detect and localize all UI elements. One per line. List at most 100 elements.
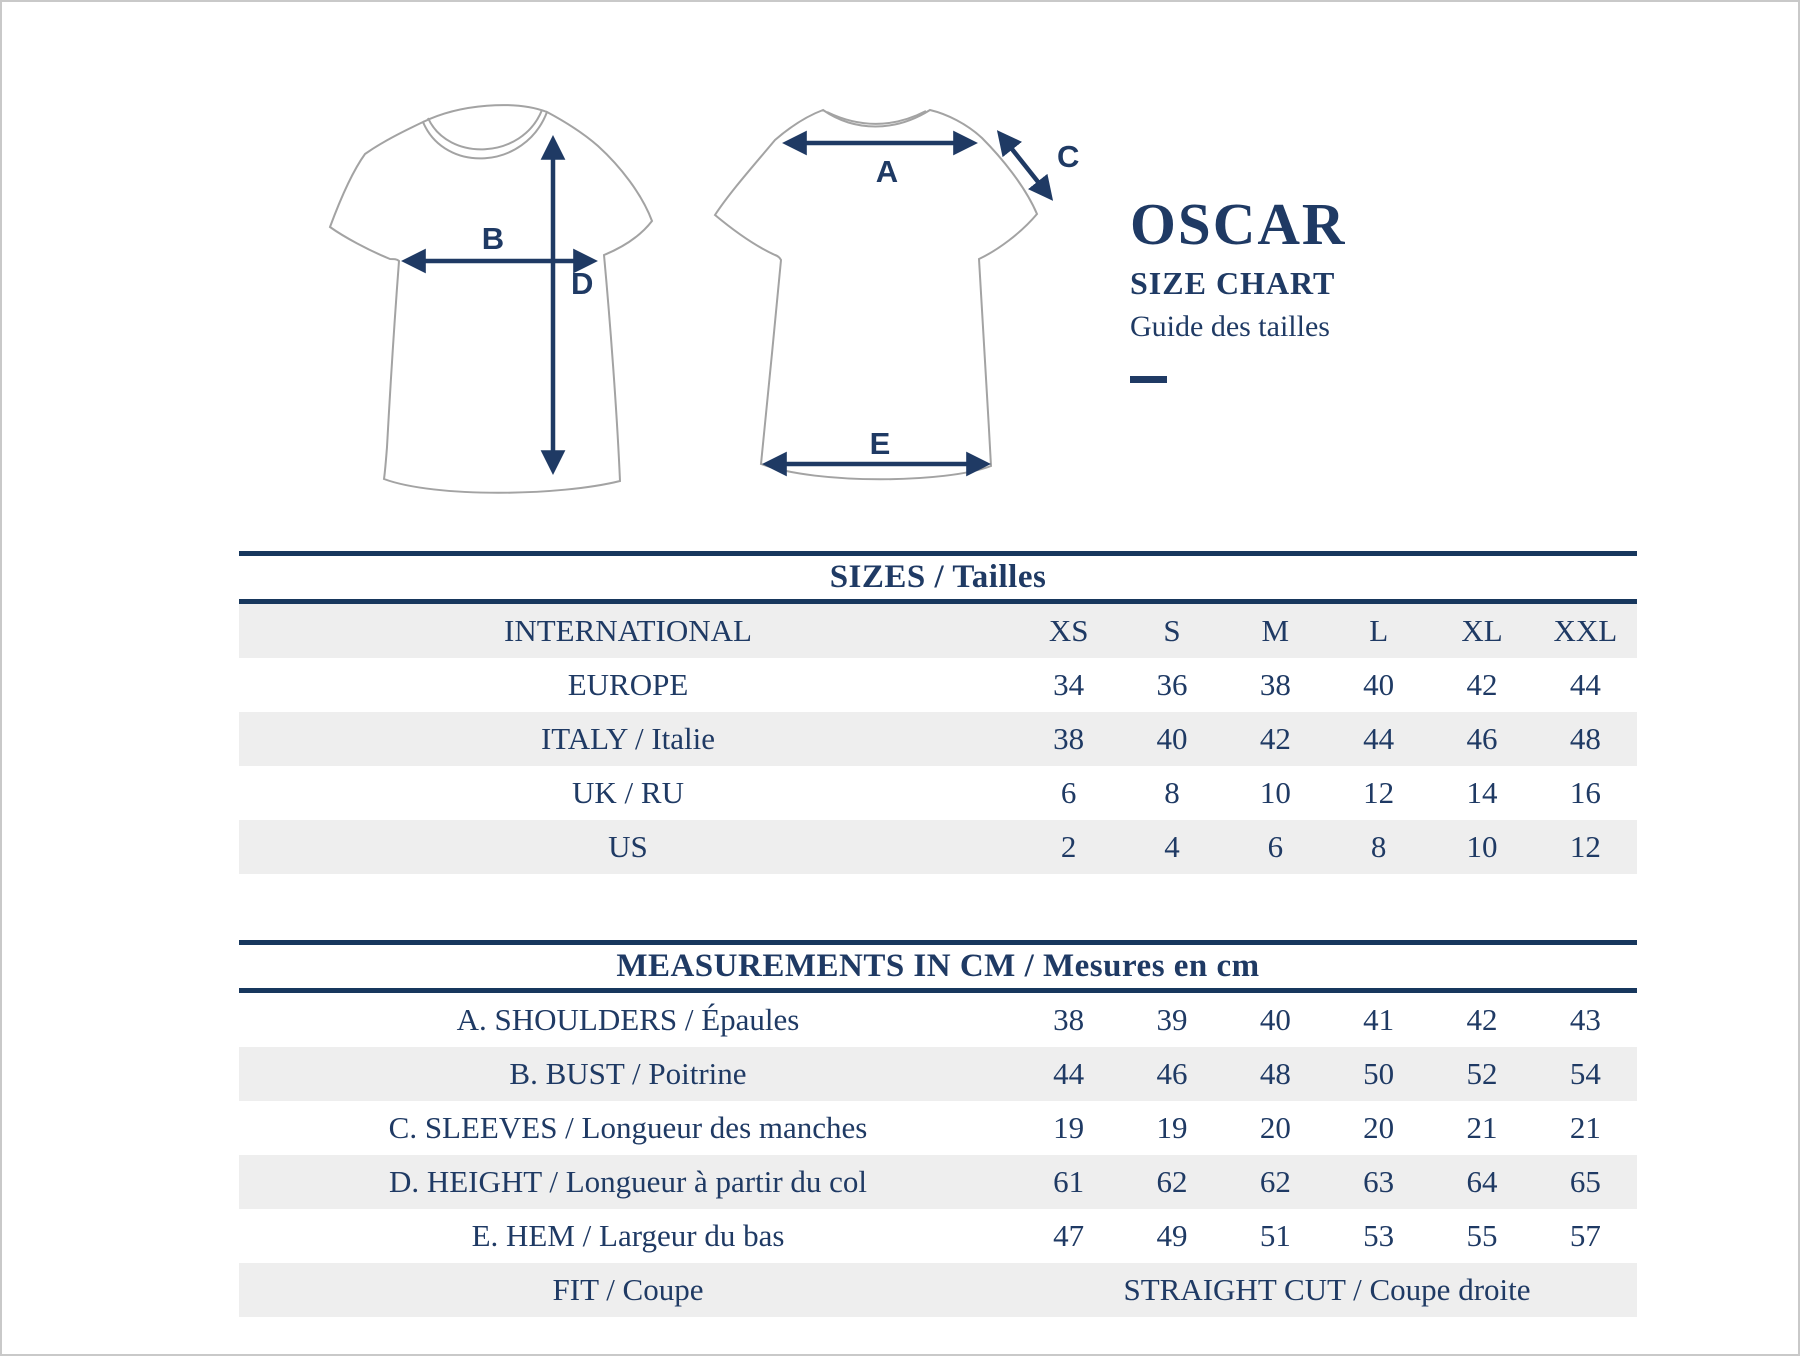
tshirt-front-collar-top	[422, 104, 548, 123]
cell: 48	[1569, 721, 1601, 756]
cell: 43	[1569, 1002, 1601, 1037]
cell: 49	[1156, 1218, 1188, 1253]
cell: 47	[1053, 1218, 1085, 1253]
size-chart-subheading: Guide des tailles	[1130, 309, 1330, 343]
cell: 21	[1569, 1110, 1601, 1145]
cell: XS	[1048, 613, 1089, 648]
cell: 65	[1569, 1164, 1601, 1199]
cell: XL	[1461, 613, 1503, 648]
cell: 38	[1053, 1002, 1085, 1037]
cell: 20	[1363, 1110, 1395, 1145]
cell: 51	[1259, 1218, 1291, 1253]
table-row-fit: FIT / Coupe STRAIGHT CUT / Coupe droite	[239, 1263, 1637, 1317]
cell: 10	[1466, 829, 1498, 864]
cell: 44	[1569, 667, 1601, 702]
sleeves-label: C	[1057, 139, 1079, 174]
cell: 38	[1259, 667, 1291, 702]
cell: 40	[1259, 1002, 1291, 1037]
cell: 14	[1466, 775, 1498, 810]
cell: 42	[1259, 721, 1291, 756]
title-dash-divider	[1130, 375, 1167, 383]
hem-label: E	[870, 426, 891, 461]
cell: 4	[1164, 829, 1180, 864]
row-label: INTERNATIONAL	[504, 613, 752, 648]
row-label: UK / RU	[572, 775, 684, 810]
table-row-shoulders: A. SHOULDERS / Épaules 38 39 40 41 42 43	[239, 993, 1637, 1047]
table-row-bust: B. BUST / Poitrine 44 46 48 50 52 54	[239, 1047, 1637, 1101]
cell: 54	[1569, 1056, 1601, 1091]
cell: 8	[1370, 829, 1387, 864]
cell: 50	[1363, 1056, 1395, 1091]
cell: 19	[1053, 1110, 1085, 1145]
tshirt-back-collar	[826, 110, 927, 125]
cell: 55	[1466, 1218, 1498, 1253]
cell: 6	[1060, 775, 1077, 810]
cell: M	[1261, 613, 1290, 648]
sizes-table-title: SIZES / Tailles	[239, 551, 1637, 604]
tshirt-front-collar	[427, 109, 543, 151]
cell: 62	[1259, 1164, 1291, 1199]
cell: 46	[1466, 721, 1498, 756]
cell: 57	[1569, 1218, 1601, 1253]
cell: 2	[1060, 829, 1077, 864]
cell: 41	[1363, 1002, 1395, 1037]
sleeves-measure-arrow	[996, 130, 1054, 201]
title-block: OSCAR SIZE CHART Guide des tailles	[1130, 191, 1347, 383]
cell: 64	[1466, 1164, 1498, 1199]
sizes-table: SIZES / Tailles INTERNATIONAL XS S M L X…	[239, 551, 1637, 874]
cell: 12	[1569, 829, 1601, 864]
cell: 40	[1363, 667, 1395, 702]
cell: 40	[1156, 721, 1188, 756]
cell: L	[1369, 613, 1389, 648]
cell: 21	[1466, 1110, 1498, 1145]
cell: 63	[1363, 1164, 1395, 1199]
table-row-international: INTERNATIONAL XS S M L XL XXL	[239, 604, 1637, 658]
cell: 20	[1259, 1110, 1291, 1145]
row-label: ITALY / Italie	[540, 721, 716, 756]
cell: 39	[1156, 1002, 1188, 1037]
cell: XXL	[1553, 613, 1618, 648]
table-row-sleeves: C. SLEEVES / Longueur des manches 19 19 …	[239, 1101, 1637, 1155]
table-row-italy: ITALY / Italie 38 40 42 44 46 48	[239, 712, 1637, 766]
tshirt-back-diagram: A C E	[713, 108, 1079, 481]
cell: 10	[1259, 775, 1291, 810]
tshirt-back-outline	[713, 108, 1039, 481]
cell: 44	[1363, 721, 1395, 756]
cell: 42	[1466, 667, 1498, 702]
size-chart-heading: SIZE CHART	[1130, 264, 1336, 301]
table-row-uk: UK / RU 6 8 10 12 14 16	[239, 766, 1637, 820]
row-label: C. SLEEVES / Longueur des manches	[388, 1110, 868, 1145]
product-name: OSCAR	[1130, 191, 1347, 257]
tshirt-front-outline	[328, 110, 654, 494]
cell: S	[1163, 613, 1181, 648]
measurements-table-title: MEASUREMENTS IN CM / Mesures en cm	[239, 940, 1637, 993]
table-row-height: D. HEIGHT / Longueur à partir du col 61 …	[239, 1155, 1637, 1209]
tshirt-front-diagram: B D	[328, 104, 654, 494]
row-label: EUROPE	[567, 667, 689, 702]
row-label: FIT / Coupe	[552, 1272, 704, 1307]
table-row-europe: EUROPE 34 36 38 40 42 44	[239, 658, 1637, 712]
fit-value: STRAIGHT CUT / Coupe droite	[1123, 1272, 1531, 1307]
table-row-us: US 2 4 6 8 10 12	[239, 820, 1637, 874]
cell: 44	[1053, 1056, 1085, 1091]
height-label: D	[571, 266, 593, 301]
cell: 12	[1363, 775, 1395, 810]
cell: 61	[1053, 1164, 1085, 1199]
cell: 6	[1267, 829, 1284, 864]
cell: 53	[1363, 1218, 1395, 1253]
bust-label: B	[482, 221, 504, 256]
cell: 16	[1569, 775, 1601, 810]
row-label: E. HEM / Largeur du bas	[471, 1218, 785, 1253]
cell: 46	[1156, 1056, 1188, 1091]
cell: 8	[1164, 775, 1180, 810]
cell: 34	[1053, 667, 1085, 702]
cell: 42	[1466, 1002, 1498, 1037]
row-label: D. HEIGHT / Longueur à partir du col	[388, 1164, 868, 1199]
shoulders-label: A	[876, 154, 898, 189]
row-label: A. SHOULDERS / Épaules	[456, 1002, 800, 1037]
row-label: US	[608, 829, 648, 864]
cell: 62	[1156, 1164, 1188, 1199]
cell: 48	[1259, 1056, 1291, 1091]
row-label: B. BUST / Poitrine	[509, 1056, 747, 1091]
